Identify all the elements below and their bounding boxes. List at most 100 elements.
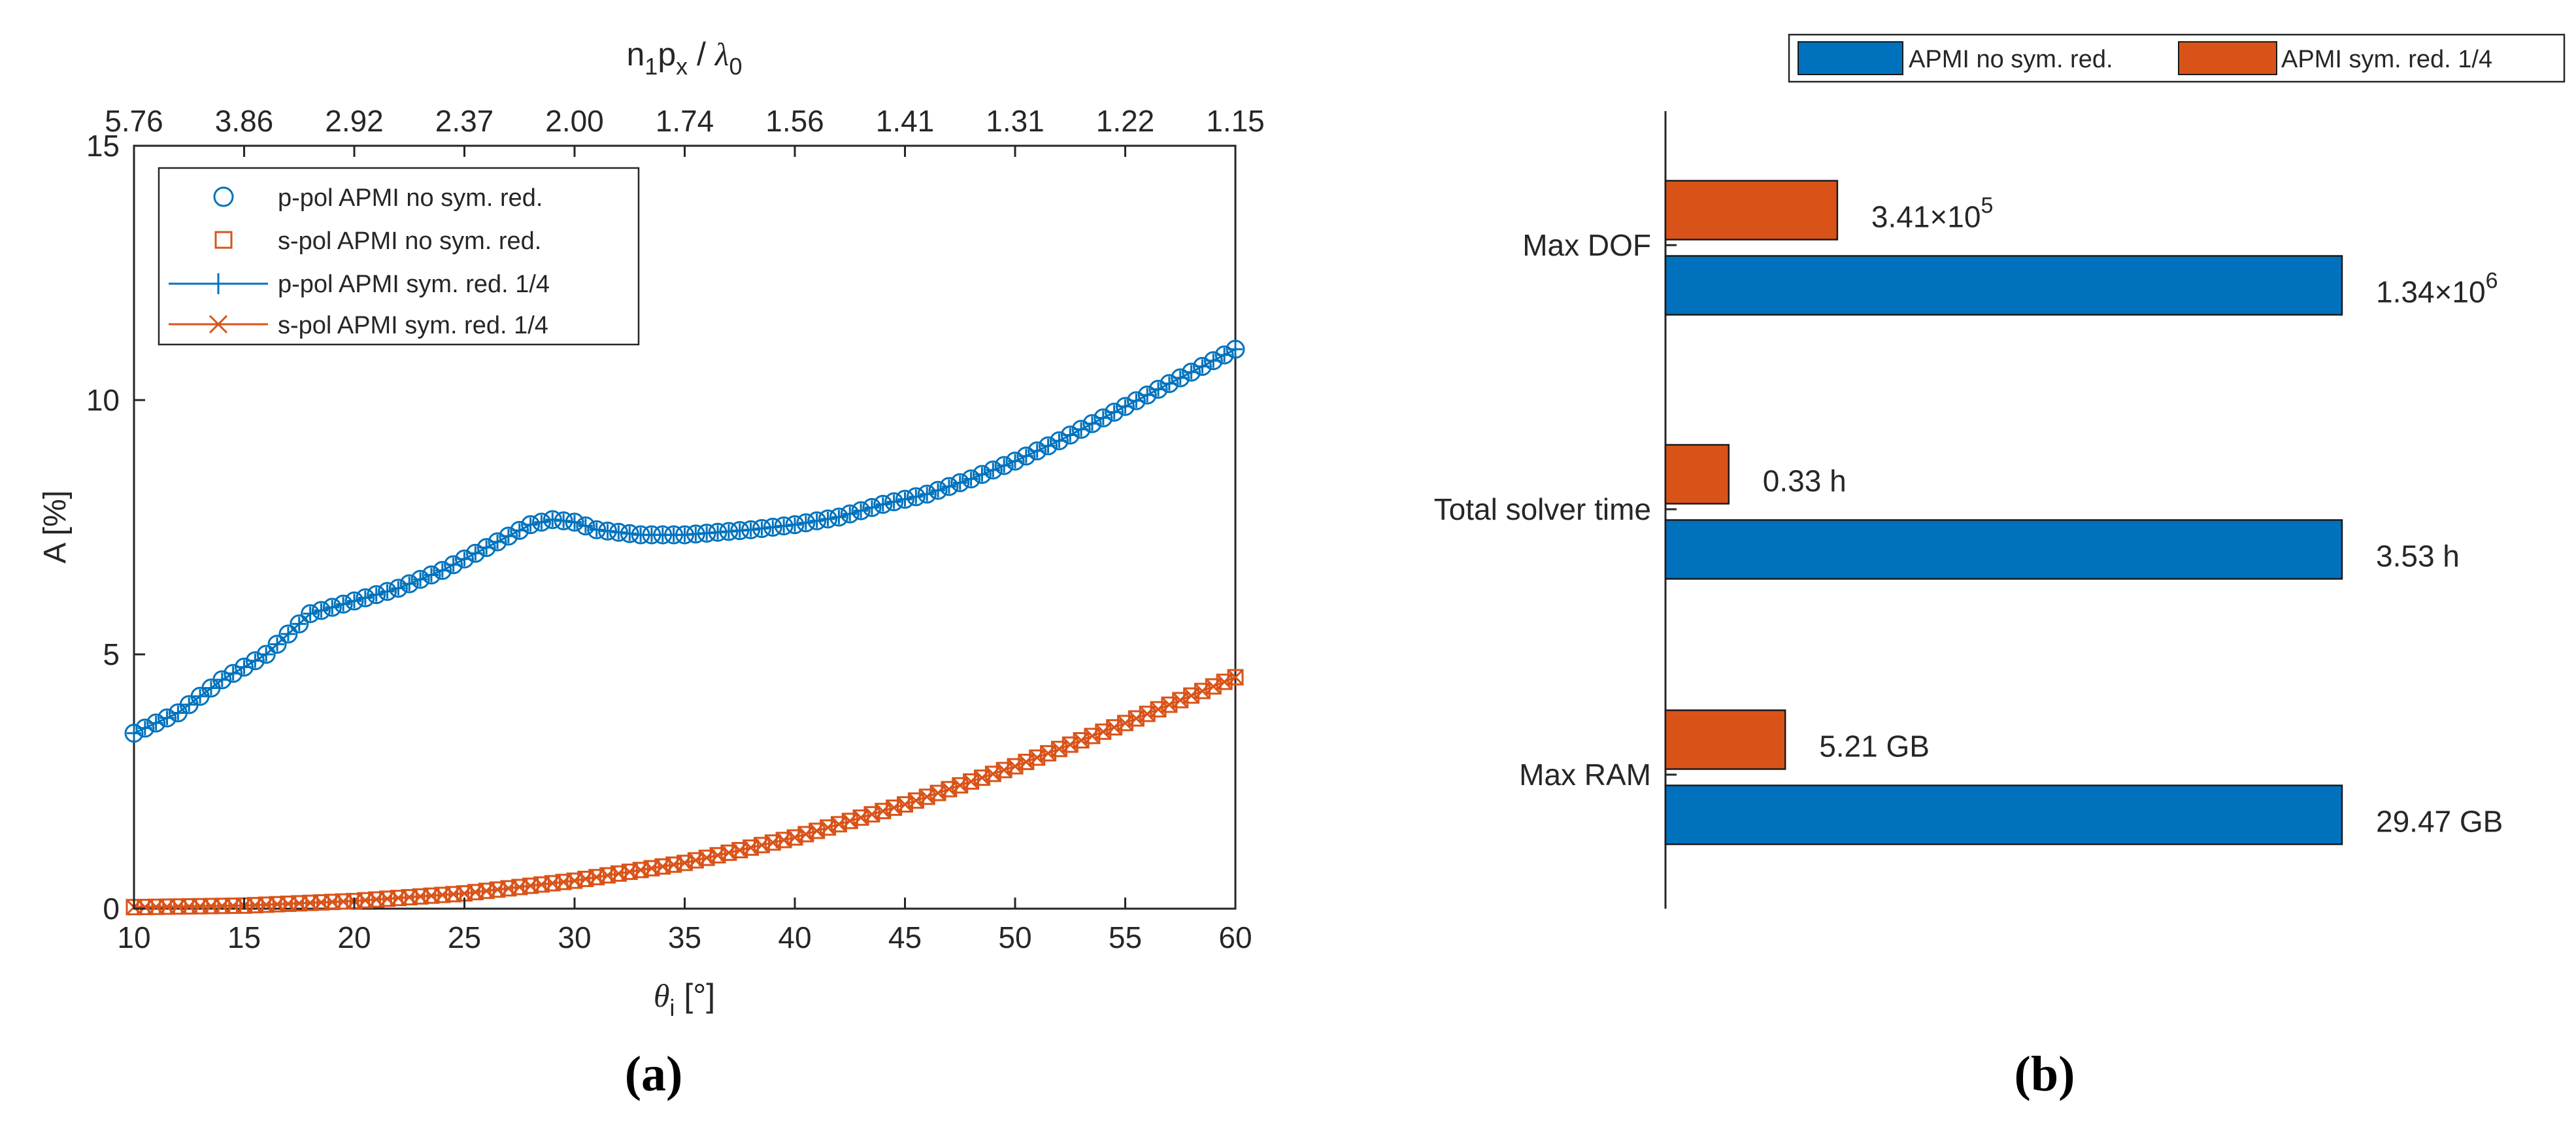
data-point [1071,420,1091,439]
series-x-line [126,669,1243,915]
data-point [457,552,472,567]
y-axis-label: A [%] [38,490,73,564]
data-point [743,840,758,855]
data-point [1126,391,1146,411]
bar-value-label: 3.53 h [2376,539,2460,573]
data-point [788,517,802,532]
data-point [303,606,318,621]
data-point [499,526,518,546]
data-point [1226,339,1245,359]
legend-entry-s-pol-sym: s-pol APMI sym. red. 1/4 [169,312,548,339]
data-point [235,657,254,677]
data-point [314,603,329,618]
data-point [1107,405,1122,420]
data-point [292,896,307,911]
data-point [435,887,450,903]
data-point [358,590,373,605]
data-point [994,456,1014,475]
data-point [1007,759,1023,774]
top-axis-label: n1px / λ0 [626,36,742,80]
x-tick-label: 35 [668,920,701,954]
data-point [909,793,924,808]
data-point [146,713,166,733]
data-point [135,718,155,738]
resource-bar-chart: APMI no sym. red. APMI sym. red. 1/4 Max… [1434,33,2566,1102]
data-point [510,520,529,540]
x-axis-ticks: 10 15 20 25 30 35 40 45 50 55 60 [117,898,1252,954]
top-label-slash: / [688,36,715,73]
data-point [1082,414,1102,433]
x-tick-label: 40 [778,920,811,954]
top-tick-label: 1.15 [1206,104,1265,138]
data-point [875,497,890,512]
data-point [325,600,340,615]
panel-label-b: (b) [2015,1047,2075,1102]
legend-entry-p-pol-no-sym: p-pol APMI no sym. red. [213,184,543,212]
data-point [765,520,780,535]
data-point [743,522,758,537]
category-label: Max RAM [1519,758,1651,792]
top-tick-label: 5.76 [105,104,163,138]
data-point [975,770,990,785]
data-point [380,584,395,599]
data-point [1029,750,1045,765]
data-point [1228,342,1243,357]
data-point [203,681,218,696]
x-tick-label: 30 [558,920,591,954]
data-point [840,504,860,524]
bar [1664,180,1839,241]
data-point [732,843,747,858]
bar-value-main: 1.34×10 [2376,275,2486,309]
data-point [578,518,593,533]
data-point [1041,439,1056,454]
data-point [577,870,594,887]
data-point [611,525,626,540]
legend-square-marker [214,231,233,249]
data-point [212,670,232,690]
data-point [950,473,970,492]
data-point [1182,362,1201,382]
data-point [214,672,229,687]
data-point [422,565,441,584]
data-point [688,853,703,868]
data-point [1074,422,1089,437]
data-point [589,522,604,537]
data-point [171,705,186,720]
data-point [465,543,485,563]
data-point [369,587,384,602]
data-point [1005,451,1025,471]
data-point [378,582,397,601]
legend-label: s-pol APMI no sym. red. [278,227,541,255]
top-label-lambda: λ [714,36,729,73]
data-point [399,574,419,594]
category-label: Max DOF [1522,228,1651,262]
data-point [224,664,243,683]
data-point [159,711,175,726]
data-point [854,810,869,825]
data-point [654,858,671,875]
data-point [1063,428,1078,443]
data-point [534,514,549,530]
data-point [523,517,538,532]
bar-legend-swatch-sym [2178,41,2277,75]
data-point [531,513,551,532]
bar [1664,709,1786,770]
x-tick-label: 10 [117,920,150,954]
chart-marks [124,339,1245,916]
data-point [909,489,924,504]
data-point [798,515,813,530]
x-axis-label-subscript: i [669,994,675,1021]
data-point [1160,374,1179,394]
legend-label: s-pol APMI sym. red. 1/4 [278,312,548,339]
data-point [1094,408,1113,428]
data-point [214,898,229,913]
top-tick-label: 2.92 [325,104,384,138]
data-point [754,521,769,536]
data-point [699,850,714,866]
data-point [1041,746,1056,761]
data-point [765,835,780,850]
data-point [182,899,197,914]
data-point [1060,425,1080,445]
legend-circle-marker [213,186,234,207]
